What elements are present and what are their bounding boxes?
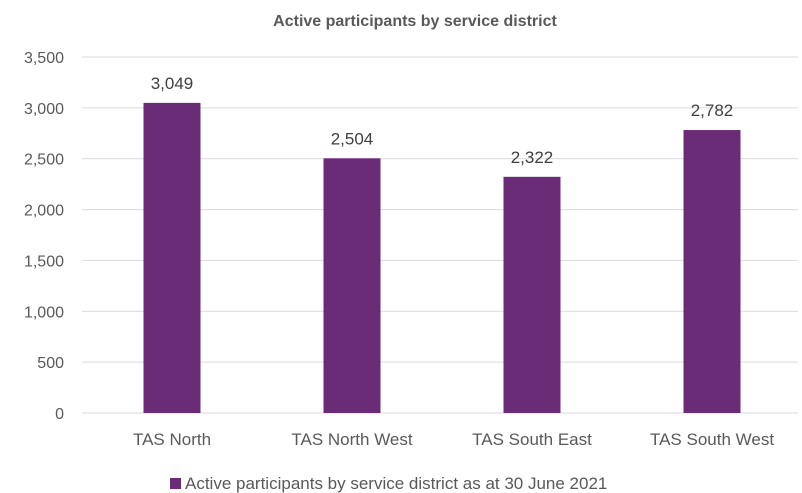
bars [143,102,741,414]
gridlines [82,56,798,414]
category-label: TAS South West [650,430,774,449]
bar [323,158,381,413]
y-axis-ticks: 0 500 1,000 1,500 2,000 2,500 3,000 3,500 [24,50,64,423]
bar [143,102,201,414]
data-label: 2,504 [331,129,374,148]
y-tick-label: 500 [37,355,64,372]
category-label: TAS North [133,430,211,449]
y-tick-label: 1,500 [24,253,64,270]
bar [683,130,741,413]
legend-label: Active participants by service district … [185,474,607,493]
data-label: 2,322 [511,148,554,167]
y-tick-label: 3,500 [24,50,64,67]
category-label: TAS North West [291,430,413,449]
y-tick-label: 3,000 [24,101,64,118]
legend-swatch [170,478,181,489]
bar [503,176,561,413]
data-label: 3,049 [151,74,194,93]
data-label: 2,782 [691,101,734,120]
x-axis-categories: TAS North TAS North West TAS South East TAS… [133,430,774,449]
y-tick-label: 2,500 [24,152,64,169]
category-label: TAS South East [472,430,592,449]
legend: Active participants by service district … [170,474,607,493]
y-tick-label: 0 [55,406,64,423]
chart-title: Active participants by service district [273,13,557,30]
data-labels: 3,049 2,504 2,322 2,782 [151,74,734,167]
y-tick-label: 1,000 [24,304,64,321]
y-tick-label: 2,000 [24,203,64,220]
